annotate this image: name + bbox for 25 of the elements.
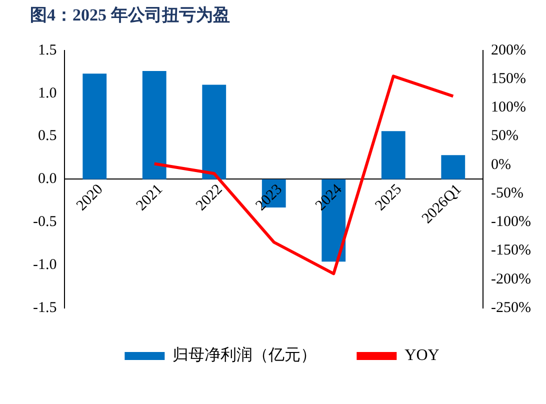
bar	[441, 155, 466, 180]
legend-label: 归母净利润（亿元）	[172, 346, 317, 364]
y-tick-label: 0.0	[38, 171, 57, 188]
y2-tick-label: -100%	[491, 214, 532, 230]
y-tick-label: 1.0	[38, 85, 57, 102]
y-tick-label: -1.5	[32, 300, 57, 316]
bar	[381, 131, 406, 180]
y2-tick-label: -200%	[491, 271, 532, 288]
bar	[142, 71, 166, 180]
y-tick-label: -0.5	[32, 214, 57, 230]
y2-tick-label: -50%	[491, 185, 524, 202]
y2-tick-label: 100%	[491, 100, 526, 116]
bar	[82, 74, 107, 180]
y2-tick-label: -250%	[491, 300, 532, 316]
legend-label: YOY	[404, 347, 440, 364]
y-tick-label: 1.5	[38, 42, 57, 58]
y2-tick-label: 0%	[491, 156, 512, 173]
y-tick-label: -1.0	[32, 257, 57, 274]
y2-tick-label: 150%	[491, 70, 526, 87]
chart-title: 图4：2025 年公司扭亏为盈	[30, 6, 230, 25]
bar	[202, 84, 226, 180]
y-tick-label: 0.5	[38, 128, 57, 144]
y2-tick-label: -150%	[491, 242, 532, 259]
y2-tick-label: 50%	[491, 128, 519, 144]
y2-tick-label: 200%	[491, 42, 526, 58]
